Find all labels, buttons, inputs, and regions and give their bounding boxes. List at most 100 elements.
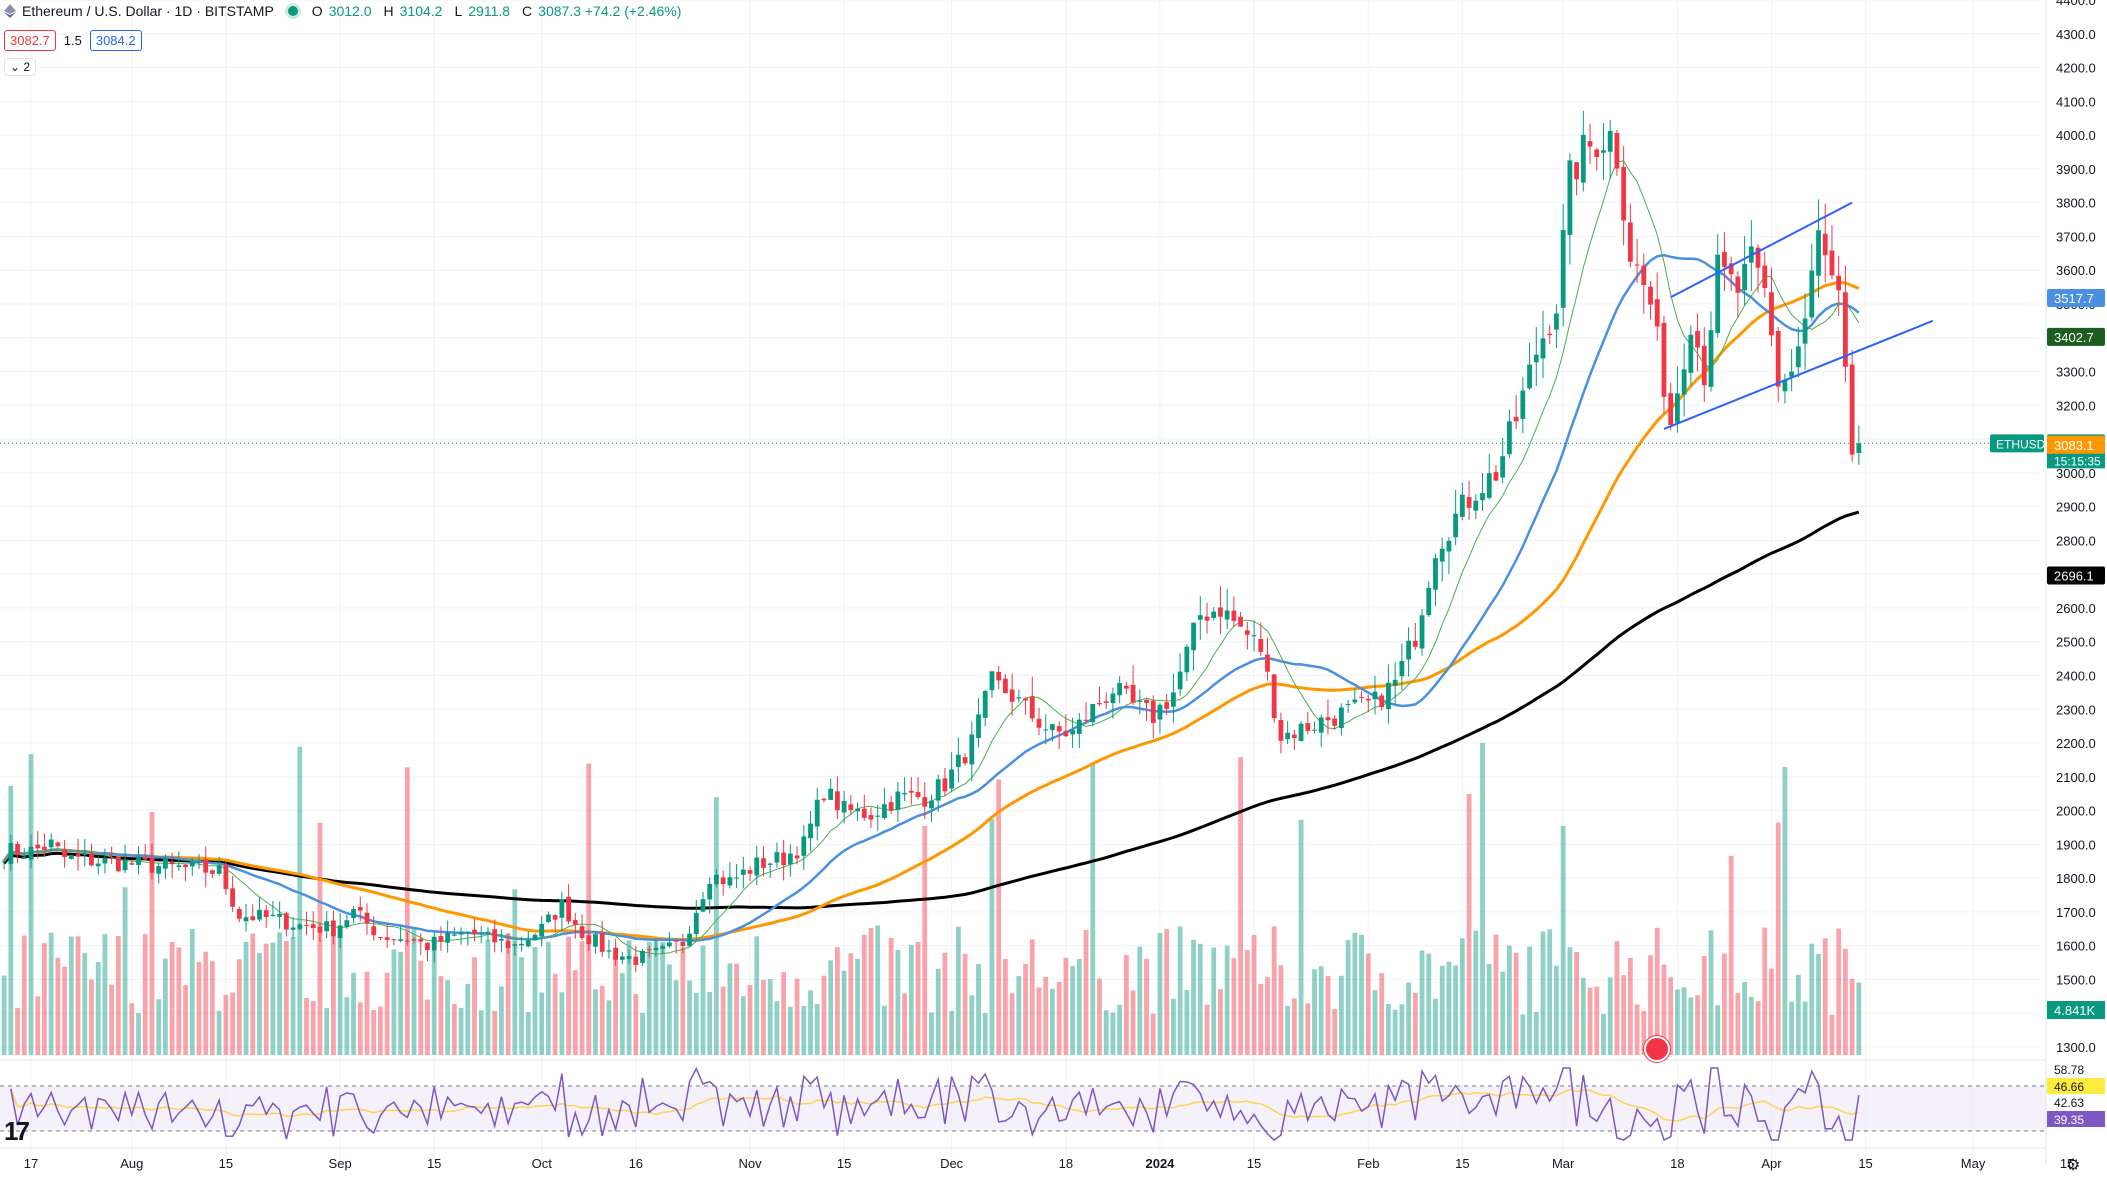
volume-bar [1493, 934, 1499, 1055]
volume-bar [1594, 986, 1600, 1055]
volume-label-bg [2047, 1001, 2105, 1019]
trade-panel: 3082.7 1.5 3084.2 [4, 30, 142, 51]
candle-body [922, 797, 928, 807]
candle-body [1191, 622, 1196, 651]
volume-bar [1722, 953, 1727, 1055]
volume-bar [418, 960, 424, 1055]
volume-bar [814, 1004, 820, 1055]
x-tick-label: Apr [1761, 1156, 1782, 1171]
market-status-icon[interactable] [287, 6, 298, 16]
volume-bar [223, 994, 229, 1055]
candle-body [297, 924, 303, 929]
candle-body [1755, 247, 1761, 268]
y-tick-label: 2200.0 [2056, 736, 2096, 751]
volume-bar [673, 980, 679, 1055]
candle-body [384, 937, 390, 940]
volume-bar [371, 1010, 377, 1055]
volume-bar [781, 972, 787, 1055]
price-label: 3517.7 [2054, 291, 2094, 306]
y-tick-label: 2900.0 [2056, 500, 2096, 515]
volume-bar [1675, 989, 1680, 1055]
candle-body [290, 927, 296, 930]
volume-bar [1352, 932, 1358, 1055]
x-tick-label: 15 [1858, 1156, 1872, 1171]
candle-body [1560, 229, 1566, 308]
candle-body [42, 846, 47, 850]
volume-bar [1849, 978, 1855, 1055]
volume-bar [1802, 1001, 1808, 1055]
rsi-level-bg [2047, 1094, 2105, 1110]
volume-bar [949, 1010, 955, 1055]
candle-body [855, 808, 860, 812]
us-flag-icon[interactable] [1644, 1036, 1670, 1062]
volume-bar [263, 943, 269, 1055]
tradingview-logo[interactable]: 17 [4, 1116, 30, 1146]
candle-body [1258, 639, 1264, 652]
candle-body [411, 939, 417, 941]
candle-body [1661, 322, 1667, 397]
candle-body [1103, 701, 1109, 703]
candle-body [499, 938, 504, 941]
x-tick-label: 17 [24, 1156, 38, 1171]
candle-body [1372, 691, 1378, 700]
volume-bar [1258, 984, 1264, 1055]
sell-button[interactable]: 3082.7 [4, 30, 56, 51]
volume-bar [1668, 977, 1674, 1055]
volume-bar [1715, 1005, 1721, 1055]
volume-bar [15, 1007, 20, 1055]
candle-body [1829, 250, 1835, 276]
volume-bar [1701, 956, 1707, 1055]
indicators-toggle[interactable]: ⌄ 2 [4, 58, 37, 76]
symbol-title[interactable]: Ethereum / U.S. Dollar · 1D · BITSTAMP [22, 3, 274, 19]
y-tick-label: 3200.0 [2056, 398, 2096, 413]
volume-bar [324, 1008, 330, 1055]
volume-bar [1856, 982, 1862, 1055]
buy-button[interactable]: 3084.2 [89, 30, 142, 51]
volume-bar [176, 947, 182, 1055]
candle-body [1486, 473, 1492, 498]
volume-bar [1050, 988, 1055, 1055]
candle-body [996, 671, 1002, 681]
candle-body [1822, 233, 1828, 256]
volume-bar [1809, 943, 1815, 1055]
low-label: L [454, 3, 463, 19]
volume-bar [1312, 969, 1317, 1055]
candle-body [1567, 160, 1573, 236]
volume-bar [431, 949, 437, 1055]
volume-bar [559, 992, 565, 1055]
candle-body [1554, 313, 1559, 330]
volume-bar [888, 937, 894, 1055]
volume-bar [546, 941, 551, 1055]
volume-bar [472, 957, 477, 1055]
candle-body [572, 920, 578, 925]
candle-body [740, 869, 746, 875]
candle-body [908, 790, 914, 793]
volume-bar [1762, 927, 1768, 1055]
candle-body [626, 956, 632, 959]
candle-body [431, 936, 437, 951]
y-tick-label: 3900.0 [2056, 162, 2096, 177]
volume-bar [136, 1013, 141, 1055]
y-tick-label: 1700.0 [2056, 905, 2096, 920]
volume-bar [808, 990, 813, 1055]
volume-bar [1547, 929, 1553, 1055]
volume-bar [169, 941, 175, 1055]
candle-body [142, 857, 148, 860]
x-tick-label: 2024 [1145, 1156, 1175, 1171]
candle-body [1050, 724, 1055, 731]
volume-bar [619, 972, 625, 1055]
volume-bar [290, 937, 296, 1055]
candle-body [351, 909, 356, 919]
volume-bar [310, 1001, 316, 1055]
volume-bar [1453, 965, 1459, 1055]
volume-bar [89, 979, 94, 1055]
candle-body [1076, 719, 1082, 734]
volume-bar [707, 992, 713, 1055]
volume-bar [492, 1011, 498, 1055]
volume-bar [1634, 1004, 1640, 1055]
x-tick-label: 15 [2060, 1156, 2074, 1171]
candle-body [1775, 331, 1781, 387]
volume-bar [1291, 998, 1297, 1055]
volume-bar [1836, 928, 1842, 1055]
